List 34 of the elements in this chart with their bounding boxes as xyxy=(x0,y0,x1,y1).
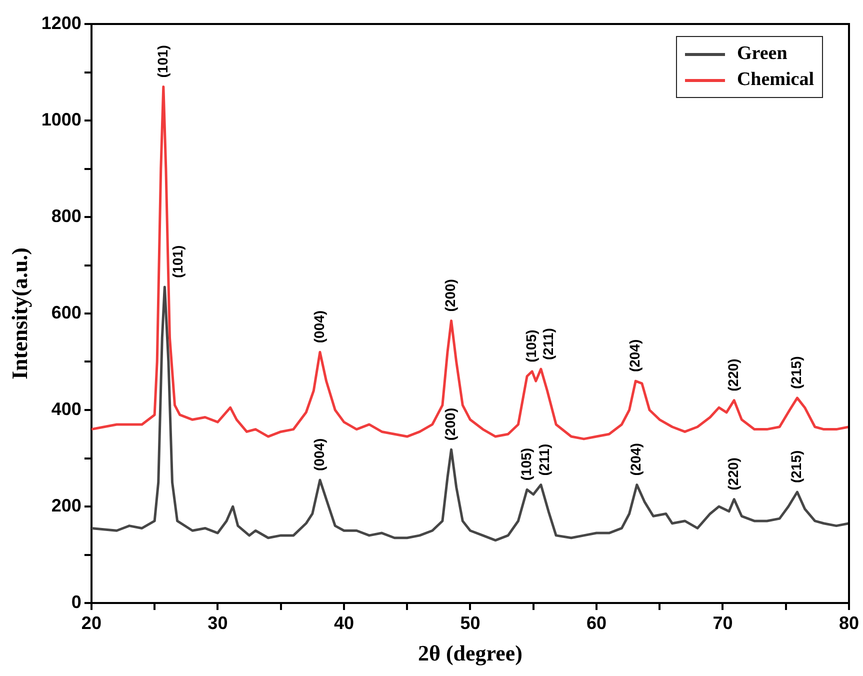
y-axis-title: Intensity(a.u.) xyxy=(6,247,32,380)
annotation: (204) xyxy=(626,339,642,372)
y-tick-label: 1000 xyxy=(41,109,82,130)
y-tick-label: 200 xyxy=(51,495,82,516)
annotation: (105) xyxy=(522,330,539,362)
annotation: (101) xyxy=(154,45,170,78)
annotation: (105) xyxy=(518,448,534,481)
x-tick-label: 60 xyxy=(586,612,606,633)
x-tick-label: 70 xyxy=(712,612,733,633)
x-tick-label: 20 xyxy=(81,612,102,633)
annotation: (211) xyxy=(540,328,556,360)
y-tick-label: 1200 xyxy=(41,12,82,33)
y-tick-label: 0 xyxy=(71,592,82,612)
y-tick-label: 800 xyxy=(51,206,82,226)
legend-label: Chemical xyxy=(736,69,814,91)
x-tick-label: 30 xyxy=(208,612,228,633)
x-tick-label: 50 xyxy=(460,612,480,633)
annotation: (220) xyxy=(724,358,741,392)
annotation: (004) xyxy=(310,438,327,471)
x-axis-title: 2θ (degree) xyxy=(418,640,522,666)
legend-label: Green xyxy=(736,43,788,65)
annotation: (200) xyxy=(442,408,458,441)
annotation: (220) xyxy=(724,458,741,490)
x-tick-label: 40 xyxy=(334,612,354,633)
annotation: (101) xyxy=(170,245,186,278)
annotation: (215) xyxy=(788,450,804,484)
annotation: (211) xyxy=(536,444,552,476)
annotation: (200) xyxy=(442,279,458,312)
y-tick-label: 400 xyxy=(51,398,82,419)
x-tick-label: 80 xyxy=(838,612,860,633)
annotation: (215) xyxy=(788,356,804,389)
annotation: (004) xyxy=(310,310,327,344)
annotation: (204) xyxy=(628,443,644,476)
y-tick-label: 600 xyxy=(51,302,82,322)
